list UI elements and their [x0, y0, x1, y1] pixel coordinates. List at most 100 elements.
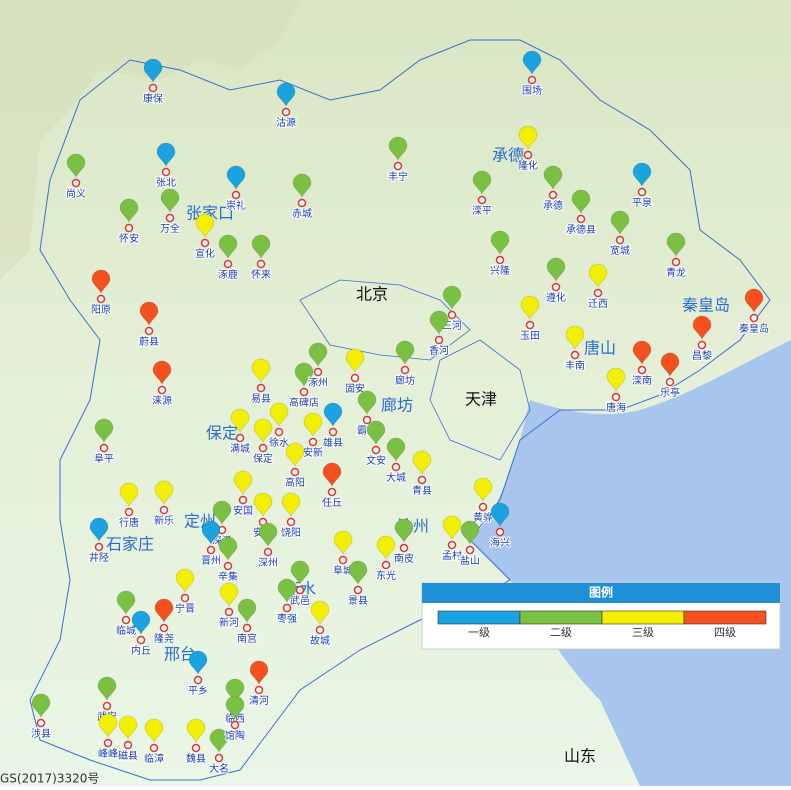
pin-marker	[212, 500, 232, 525]
pin-label: 东光	[376, 569, 396, 582]
pin: 丰南	[564, 325, 586, 373]
pin: 魏县	[185, 718, 207, 766]
pin: 怀安	[118, 198, 140, 246]
pin: 高碑店	[288, 362, 320, 410]
pin: 磁县	[117, 715, 139, 763]
pin-dot	[637, 187, 647, 197]
pin: 任丘	[321, 462, 343, 510]
pin-label: 峰峰	[98, 748, 118, 760]
pin-label: 保定	[253, 452, 273, 465]
pin-dot	[299, 387, 309, 397]
region-label: 保定	[206, 424, 238, 443]
pin-label: 围场	[522, 84, 542, 97]
pin-label: 辛集	[218, 570, 238, 583]
pin-dot	[165, 213, 175, 223]
pin-dot	[400, 365, 410, 375]
region-label: 邢台	[164, 645, 196, 664]
pin-dot	[99, 443, 109, 453]
pin-marker	[152, 360, 172, 385]
pin: 行唐	[118, 482, 140, 530]
pin-marker	[139, 301, 159, 326]
tianjin-border	[429, 339, 531, 461]
pin: 辛集	[217, 536, 239, 584]
pin-label: 任丘	[322, 496, 342, 509]
pin: 宣化	[194, 213, 216, 261]
pin: 昌黎	[691, 315, 713, 363]
pin-dot	[286, 517, 296, 527]
pin: 兴隆	[489, 230, 511, 278]
pin-dot	[214, 753, 224, 763]
pin-dot	[399, 543, 409, 553]
pin-marker	[294, 362, 314, 387]
region-label: 石家庄	[106, 535, 154, 554]
pin-label: 阜平	[94, 452, 114, 465]
pin-dot	[263, 547, 273, 557]
pin: 滦平	[471, 170, 493, 218]
pin-dot	[157, 385, 167, 395]
pin-label: 南皮	[394, 552, 414, 565]
pin-label: 阜城	[333, 564, 353, 577]
province-border	[29, 39, 771, 781]
pin-label: 新河	[219, 616, 239, 629]
pin-marker	[188, 650, 208, 675]
pin-dot	[371, 445, 381, 455]
pin-marker	[395, 340, 415, 365]
pin-marker	[290, 560, 310, 585]
pin-marker	[94, 418, 114, 443]
legend-label: 一级	[468, 626, 490, 639]
pin-marker	[249, 660, 269, 685]
pin-marker	[209, 728, 229, 753]
pin: 新河	[218, 582, 240, 630]
pin-dot	[478, 502, 488, 512]
pin-label: 大名	[209, 762, 229, 775]
pin: 东光	[375, 535, 397, 583]
pin: 隆化	[517, 125, 539, 173]
terrain	[0, 0, 300, 280]
pin-label: 武邑	[290, 594, 310, 607]
pin-label: 滦平	[472, 204, 492, 217]
pin-label: 枣强	[277, 613, 297, 625]
pin-label: 滦南	[632, 374, 652, 387]
legend-swatch	[437, 610, 521, 625]
pin-marker	[201, 520, 221, 545]
pin: 黄骅	[472, 477, 494, 525]
legend-header	[422, 583, 780, 603]
pin: 滦南	[631, 340, 653, 388]
pin-dot	[180, 593, 190, 603]
pin-marker	[303, 412, 323, 437]
pin: 满城	[229, 408, 251, 456]
pin-dot	[611, 392, 621, 402]
pin-marker	[195, 213, 215, 238]
pin-marker	[412, 450, 432, 475]
pin-marker	[225, 695, 245, 720]
pin-marker	[610, 210, 630, 235]
pin-marker	[251, 358, 271, 383]
pin: 涿州	[307, 342, 329, 390]
pin: 承德	[542, 165, 564, 213]
pin-marker	[565, 325, 585, 350]
pin-label: 丰宁	[388, 170, 408, 183]
pin-dot	[223, 259, 233, 269]
pin-marker	[253, 418, 273, 443]
pin-marker	[386, 437, 406, 462]
pin-marker	[251, 234, 271, 259]
pin-marker	[218, 536, 238, 561]
pin-dot	[148, 83, 158, 93]
pin-marker	[233, 470, 253, 495]
pin-dot	[200, 238, 210, 248]
pin-label: 安国	[233, 504, 253, 517]
region-label: 北京	[356, 285, 388, 304]
pin: 青县	[411, 450, 433, 498]
pin-marker	[632, 162, 652, 187]
pin-marker	[571, 189, 591, 214]
pin-dot	[327, 487, 337, 497]
pin-label: 清河	[249, 694, 269, 707]
pin: 固安	[344, 348, 366, 396]
legend-label: 四级	[714, 626, 736, 639]
pin-dot	[256, 383, 266, 393]
pin-label: 青龙	[666, 266, 686, 279]
pin-label: 高阳	[285, 476, 305, 489]
pin-dot	[328, 427, 338, 437]
pin-dot	[434, 335, 444, 345]
